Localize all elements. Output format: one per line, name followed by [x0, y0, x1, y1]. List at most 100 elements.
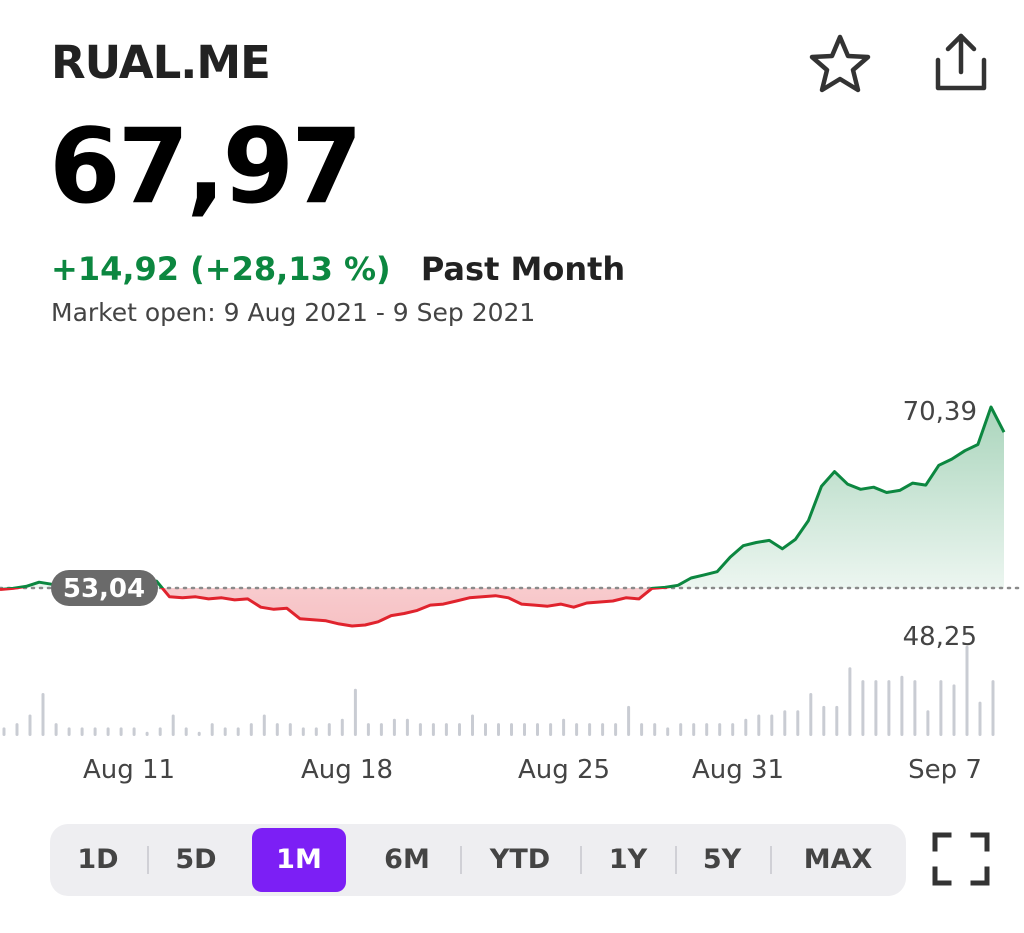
- volume-bar: [2, 727, 6, 736]
- period-label: Past Month: [420, 250, 626, 288]
- ticker-symbol: RUAL.ME: [51, 36, 271, 89]
- volume-bar: [575, 723, 579, 736]
- range-1d[interactable]: 1D: [77, 844, 119, 875]
- volume-bar: [340, 718, 344, 736]
- volume-bar: [653, 723, 657, 736]
- volume-bar: [640, 723, 644, 736]
- baseline-label: 53,04: [63, 574, 145, 604]
- volume-bar: [119, 727, 123, 736]
- range-separator: [460, 846, 462, 874]
- volume-bar: [809, 693, 813, 736]
- volume-bar: [679, 723, 683, 736]
- x-tick-label: Aug 18: [301, 755, 393, 785]
- volume-bar: [588, 723, 592, 736]
- volume-bar: [601, 723, 605, 736]
- volume-bar: [510, 723, 513, 736]
- volume-bar: [978, 701, 982, 736]
- volume-bar: [497, 723, 500, 736]
- volume-bar: [536, 723, 539, 736]
- volume-bar: [458, 723, 461, 736]
- volume-bar: [770, 714, 774, 736]
- volume-bar: [614, 723, 618, 736]
- volume-bar: [666, 727, 670, 736]
- volume-bar: [28, 714, 32, 736]
- baseline-pill: [51, 570, 158, 607]
- volume-bar: [93, 727, 97, 736]
- x-tick-label: Aug 31: [692, 755, 784, 785]
- low-label: 48,25: [903, 622, 977, 652]
- volume-bar: [874, 680, 878, 736]
- high-label: 70,39: [903, 397, 977, 427]
- down-area-fill: [0, 588, 657, 626]
- range-6m[interactable]: 6M: [384, 844, 430, 875]
- range-ytd[interactable]: YTD: [489, 844, 551, 875]
- volume-bar: [939, 680, 943, 736]
- volume-bar: [67, 727, 71, 736]
- range-separator: [580, 846, 582, 874]
- volume-bar: [171, 714, 175, 736]
- volume-bar: [444, 723, 448, 736]
- volume-bar: [210, 723, 214, 736]
- volume-bar: [54, 723, 58, 736]
- volume-bar: [405, 718, 409, 736]
- volume-bar: [523, 723, 526, 736]
- volume-bar: [796, 710, 800, 736]
- volume-bar: [627, 705, 631, 736]
- range-selector: 1D 5D 1M 6M YTD 1Y 5Y MAX: [50, 824, 906, 896]
- volume-bar: [223, 727, 227, 736]
- range-separator: [770, 846, 772, 874]
- volume-bar: [705, 723, 709, 736]
- volume-bar: [861, 680, 865, 736]
- volume-bar: [991, 680, 995, 736]
- volume-bar: [197, 731, 201, 736]
- x-tick-label: Sep 7: [908, 755, 982, 785]
- price-line-down: [0, 588, 671, 628]
- volume-bar: [392, 718, 396, 736]
- volume-bar: [145, 731, 149, 736]
- range-max[interactable]: MAX: [803, 844, 873, 875]
- volume-bar: [757, 714, 761, 736]
- volume-bar: [822, 705, 826, 736]
- market-status: Market open: 9 Aug 2021 - 9 Sep 2021: [51, 298, 536, 327]
- range-1y[interactable]: 1Y: [608, 844, 648, 875]
- volume-bar: [301, 727, 305, 736]
- volume-bar: [158, 727, 162, 736]
- volume-bar: [848, 667, 852, 736]
- volume-bar: [431, 723, 435, 736]
- x-tick-label: Aug 25: [518, 755, 610, 785]
- range-1m[interactable]: 1M: [252, 828, 346, 892]
- volume-bar: [366, 723, 370, 736]
- fullscreen-icon[interactable]: [929, 829, 993, 889]
- volume-bar: [484, 723, 487, 736]
- price-change: +14,92 (+28,13 %): [51, 250, 391, 288]
- volume-bar: [965, 645, 969, 736]
- volume-bar: [353, 688, 357, 736]
- volume-bar: [275, 723, 279, 736]
- price-line-up: [0, 405, 1006, 589]
- range-5y[interactable]: 5Y: [702, 844, 742, 875]
- share-icon[interactable]: [926, 28, 996, 98]
- volume-bar: [718, 723, 722, 736]
- volume-bar: [835, 705, 839, 736]
- volume-bar: [41, 693, 45, 736]
- volume-bar: [783, 710, 787, 736]
- volume-bar: [926, 710, 930, 736]
- price-chart[interactable]: 53,04 70,39 48,25 Aug 11 Aug 18 Aug 25 Aug 31 S…: [0, 380, 1024, 790]
- volume-bar: [132, 727, 136, 736]
- volume-bar: [288, 723, 292, 736]
- volume-bar: [913, 680, 917, 736]
- volume-bar: [80, 727, 84, 736]
- volume-bar: [314, 727, 318, 736]
- volume-bar: [471, 714, 474, 736]
- change-row: +14,92 (+28,13 %) Past Month: [51, 250, 625, 288]
- volume-bar: [549, 723, 553, 736]
- volume-bar: [15, 723, 19, 736]
- range-5d[interactable]: 5D: [175, 844, 217, 875]
- range-separator: [675, 846, 677, 874]
- volume-bar: [379, 723, 383, 736]
- star-icon[interactable]: [806, 32, 874, 96]
- volume-bar: [744, 718, 748, 736]
- volume-bar: [184, 727, 188, 736]
- volume-bar: [106, 727, 110, 736]
- volume-bar: [900, 675, 904, 736]
